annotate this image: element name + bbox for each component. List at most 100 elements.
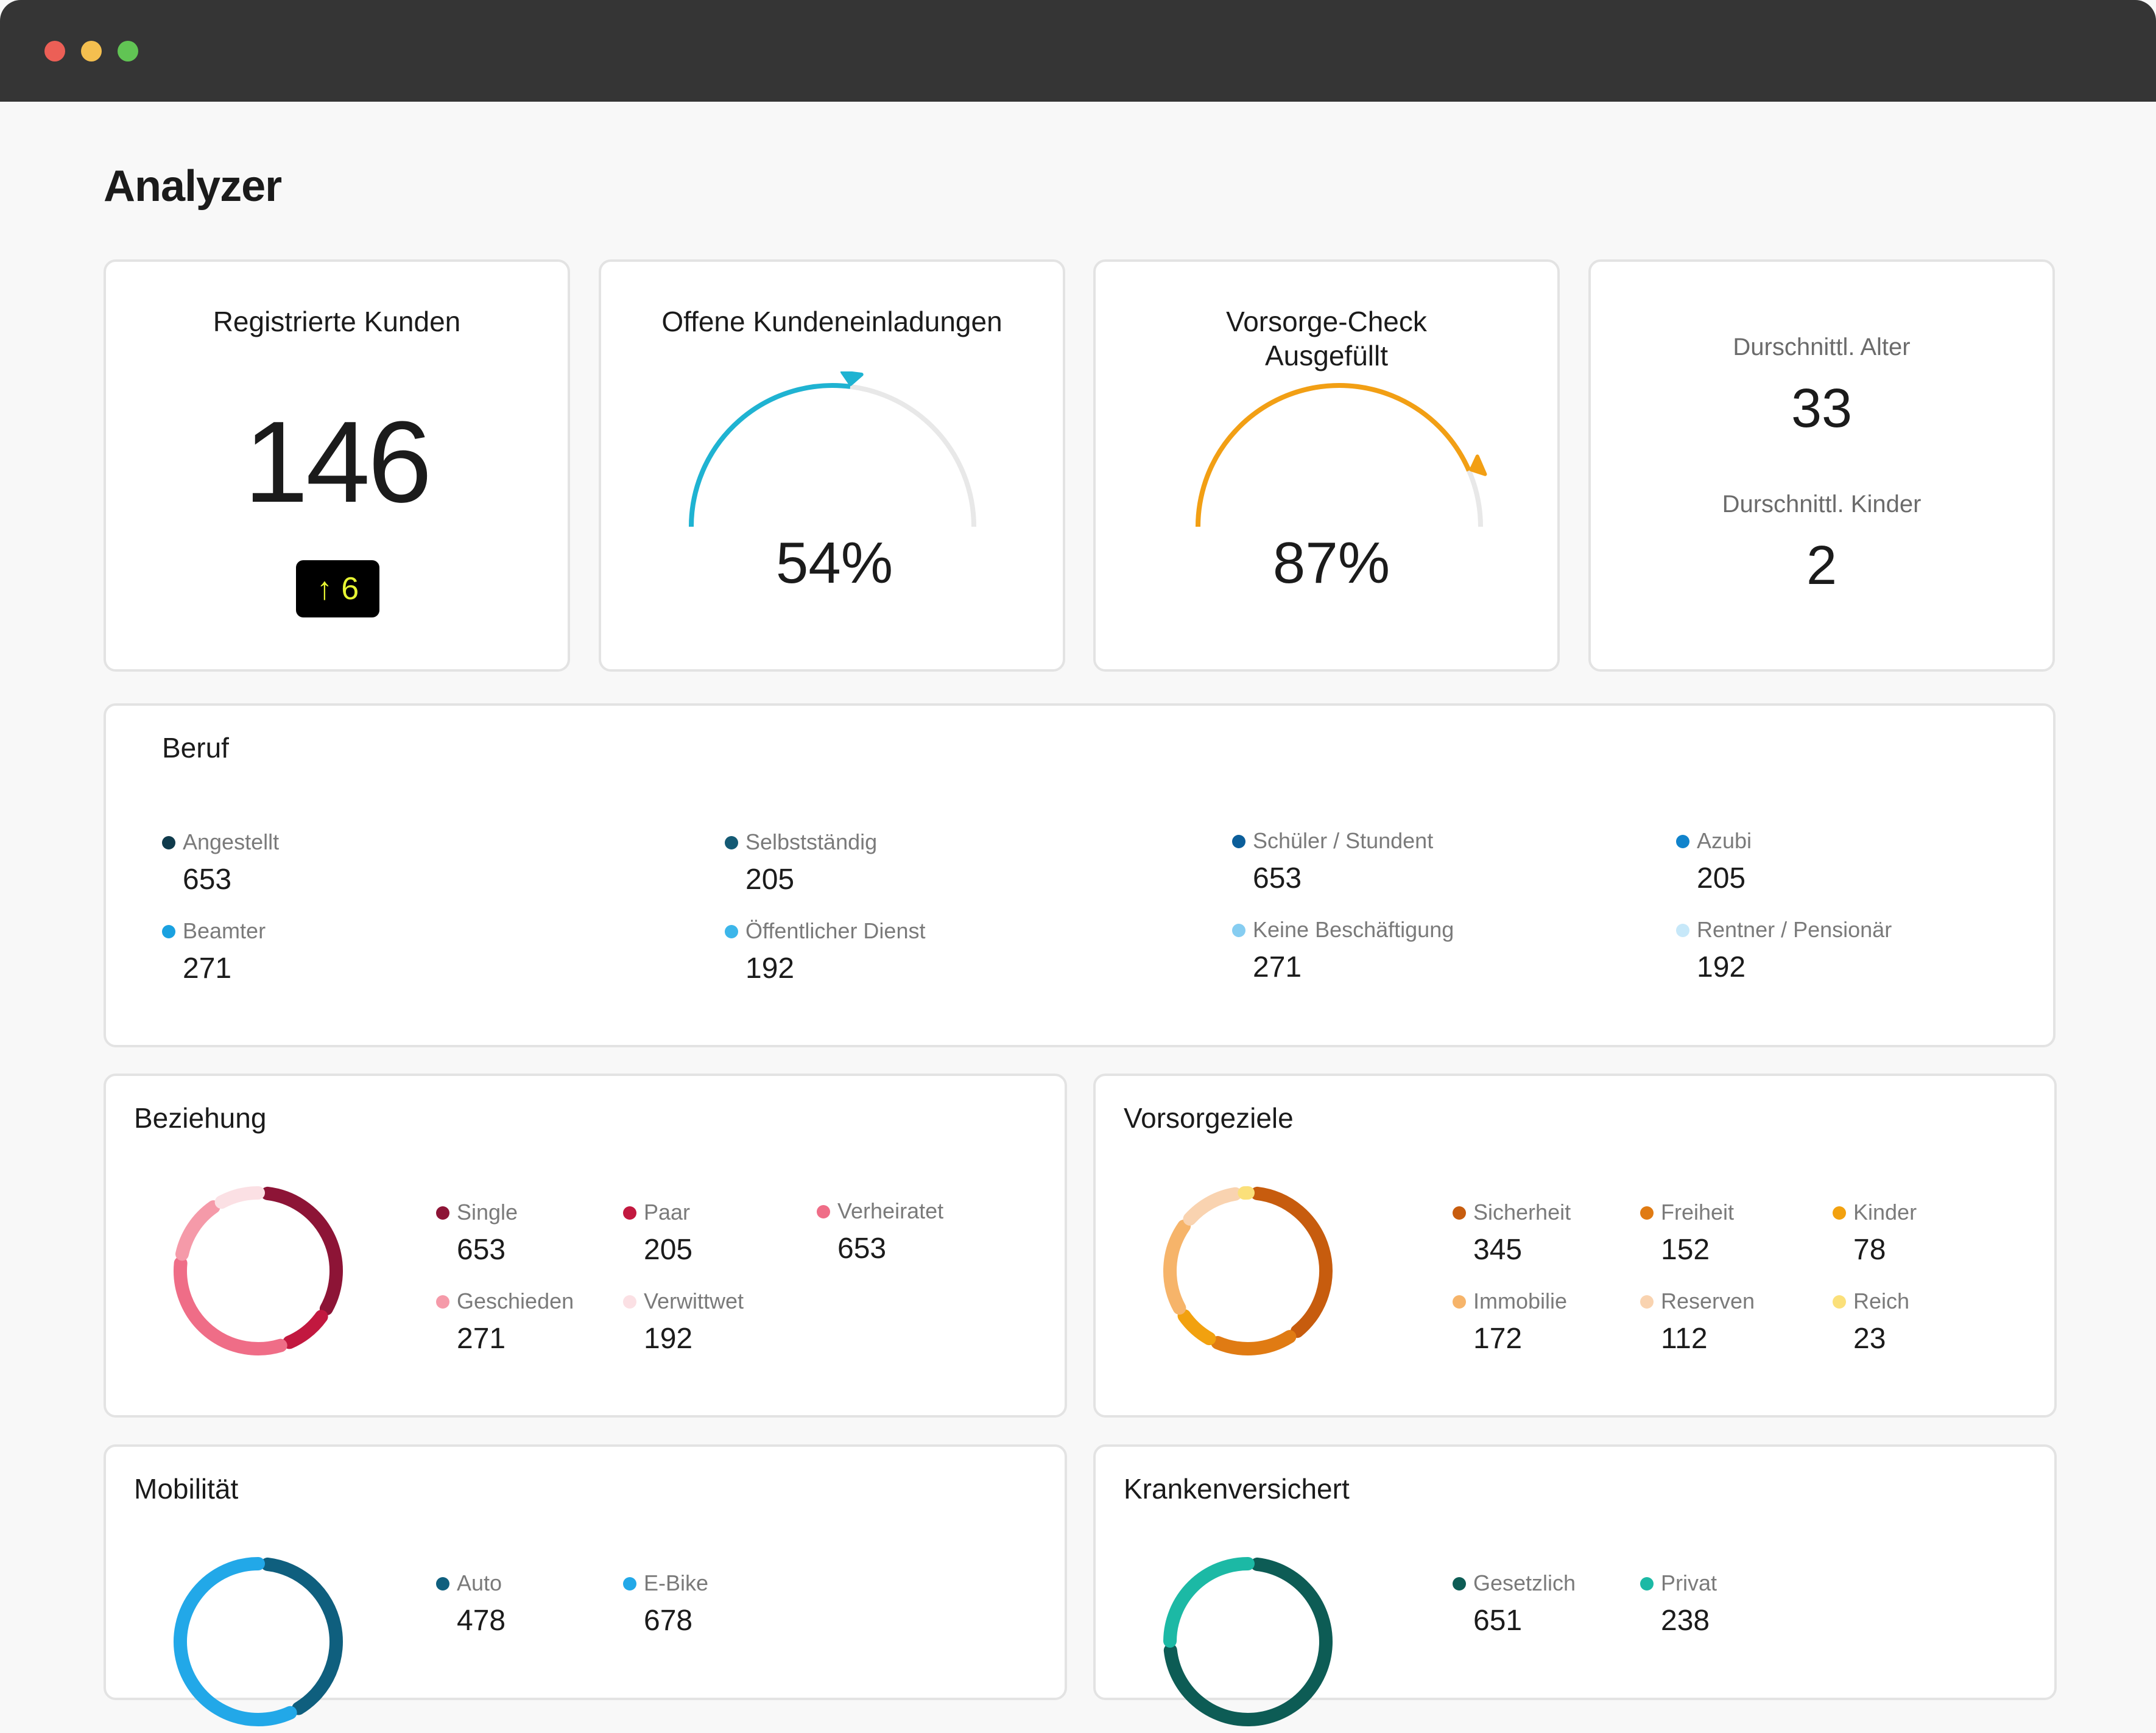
legend-dot-icon <box>817 1205 830 1218</box>
legend-value: 653 <box>457 1232 506 1268</box>
registered-customers-title: Registrierte Kunden <box>106 304 568 339</box>
legend-dot-icon <box>623 1295 636 1309</box>
legend-dot-icon <box>725 836 738 849</box>
legend-dot-icon <box>623 1577 636 1591</box>
legend-label: Beamter <box>183 916 266 946</box>
legend-value: 192 <box>1697 949 1746 986</box>
beziehung-donut-segment <box>289 1316 322 1342</box>
vorsorge-check-title: Vorsorge-Check Ausgefüllt <box>1096 304 1557 373</box>
legend-label: Keine Beschäftigung <box>1253 915 1454 944</box>
beziehung-donut-segment <box>182 1207 214 1254</box>
legend-value: 271 <box>457 1321 506 1357</box>
registered-customers-card: Registrierte Kunden 146 ↑ 6 <box>104 259 570 672</box>
vorsorge-check-title-line1: Vorsorge-Check <box>1096 304 1557 339</box>
vorsorge-check-card: Vorsorge-Check Ausgefüllt 87% <box>1093 259 1560 672</box>
invitations-gauge-pointer-icon <box>842 372 862 384</box>
legend-dot-icon <box>1640 1577 1654 1591</box>
avg-kids-value: 2 <box>1591 535 2052 597</box>
legend-dot-icon <box>1833 1206 1846 1220</box>
kranken-donut-segment <box>1170 1564 1248 1641</box>
legend-value: 205 <box>745 862 794 898</box>
delta-value: 6 <box>341 571 359 606</box>
legend-dot-icon <box>1676 924 1689 937</box>
legend-value: 271 <box>183 951 231 987</box>
legend-dot-icon <box>1232 924 1245 937</box>
legend-value: 23 <box>1853 1321 1886 1357</box>
legend-label: Freiheit <box>1661 1198 1734 1227</box>
mobilitaet-donut-segment <box>267 1564 336 1709</box>
legend-value: 345 <box>1473 1232 1522 1268</box>
legend-value: 112 <box>1661 1321 1708 1357</box>
vorsorge-check-title-line2: Ausgefüllt <box>1096 339 1557 373</box>
legend-value: 192 <box>745 951 794 987</box>
registered-customers-value: 146 <box>106 396 568 529</box>
legend-label: Geschieden <box>457 1287 574 1316</box>
vorsorgeziele-donut-chart <box>1157 1179 1339 1362</box>
minimize-window-button[interactable] <box>81 41 102 62</box>
legend-value: 78 <box>1853 1232 1886 1268</box>
delta-badge: ↑ 6 <box>296 560 379 617</box>
close-window-button[interactable] <box>44 41 65 62</box>
legend-dot-icon <box>436 1206 449 1220</box>
legend-label: Azubi <box>1697 826 1752 856</box>
legend-label: E-Bike <box>644 1569 708 1598</box>
legend-label: Paar <box>644 1198 690 1227</box>
beziehung-donut-chart <box>167 1179 350 1362</box>
page-title: Analyzer <box>104 161 281 211</box>
legend-label: Sicherheit <box>1473 1198 1571 1227</box>
legend-value: 653 <box>183 862 231 898</box>
legend-dot-icon <box>162 925 175 938</box>
vorsorge-check-gauge-fill <box>1198 385 1469 527</box>
vorsorge-check-gauge-track <box>1198 385 1481 527</box>
legend-label: Auto <box>457 1569 502 1598</box>
invitations-gauge <box>680 371 985 554</box>
legend-value: 678 <box>644 1603 692 1639</box>
vorsorgeziele-donut-segment <box>1257 1193 1326 1331</box>
beziehung-donut-segment <box>267 1193 336 1309</box>
legend-label: Kinder <box>1853 1198 1917 1227</box>
legend-value: 172 <box>1473 1321 1522 1357</box>
legend-label: Immobilie <box>1473 1287 1567 1316</box>
invitations-gauge-fill <box>691 385 850 527</box>
legend-dot-icon <box>623 1206 636 1220</box>
legend-dot-icon <box>436 1295 449 1309</box>
averages-card: Durschnittl. Alter 33 Durschnittl. Kinde… <box>1588 259 2055 672</box>
mobilitaet-title: Mobilität <box>134 1472 238 1505</box>
vorsorge-check-gauge-pointer-icon <box>1471 456 1485 474</box>
legend-dot-icon <box>725 925 738 938</box>
krankenversichert-title: Krankenversichert <box>1124 1472 1350 1505</box>
beziehung-title: Beziehung <box>134 1102 266 1134</box>
open-invitations-title: Offene Kundeneinladungen <box>601 304 1063 339</box>
legend-label: Schüler / Stundent <box>1253 826 1433 856</box>
legend-dot-icon <box>1640 1206 1654 1220</box>
vorsorgeziele-donut-segment <box>1185 1316 1210 1338</box>
vorsorgeziele-donut-segment <box>1217 1337 1289 1349</box>
legend-dot-icon <box>1453 1206 1466 1220</box>
avg-age-label: Durschnittl. Alter <box>1591 334 2052 361</box>
legend-dot-icon <box>1833 1295 1846 1309</box>
legend-label: Single <box>457 1198 518 1227</box>
legend-dot-icon <box>1640 1295 1654 1309</box>
legend-value: 653 <box>837 1231 886 1267</box>
legend-label: Gesetzlich <box>1473 1569 1576 1598</box>
mobilitaet-donut-segment <box>180 1564 291 1720</box>
mobilitaet-donut-chart <box>167 1550 350 1733</box>
legend-value: 152 <box>1661 1232 1710 1268</box>
maximize-window-button[interactable] <box>118 41 138 62</box>
legend-dot-icon <box>1453 1295 1466 1309</box>
legend-value: 205 <box>1697 860 1746 897</box>
legend-value: 651 <box>1473 1603 1522 1639</box>
beruf-title: Beruf <box>162 731 229 764</box>
open-invitations-card: Offene Kundeneinladungen 54% <box>599 259 1065 672</box>
legend-label: Rentner / Pensionär <box>1697 915 1892 944</box>
beziehung-donut-segment <box>222 1193 258 1202</box>
legend-dot-icon <box>1232 835 1245 848</box>
legend-dot-icon <box>162 836 175 849</box>
legend-value: 271 <box>1253 949 1302 986</box>
legend-label: Privat <box>1661 1569 1717 1598</box>
